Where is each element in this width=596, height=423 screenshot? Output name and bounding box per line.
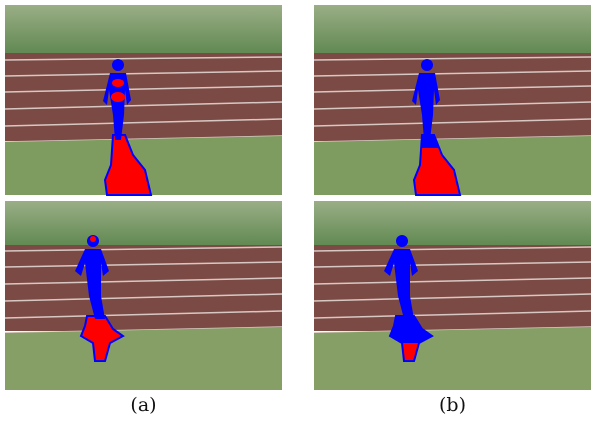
panel-b-top <box>314 5 591 195</box>
panel-b-bottom <box>314 201 591 390</box>
figure: (a) (b) <box>0 0 596 423</box>
panel-a-bottom <box>5 201 282 390</box>
panels <box>0 0 596 390</box>
caption-a: (a) <box>5 394 282 416</box>
panel-a-top <box>5 5 282 195</box>
caption-b: (b) <box>314 394 591 416</box>
